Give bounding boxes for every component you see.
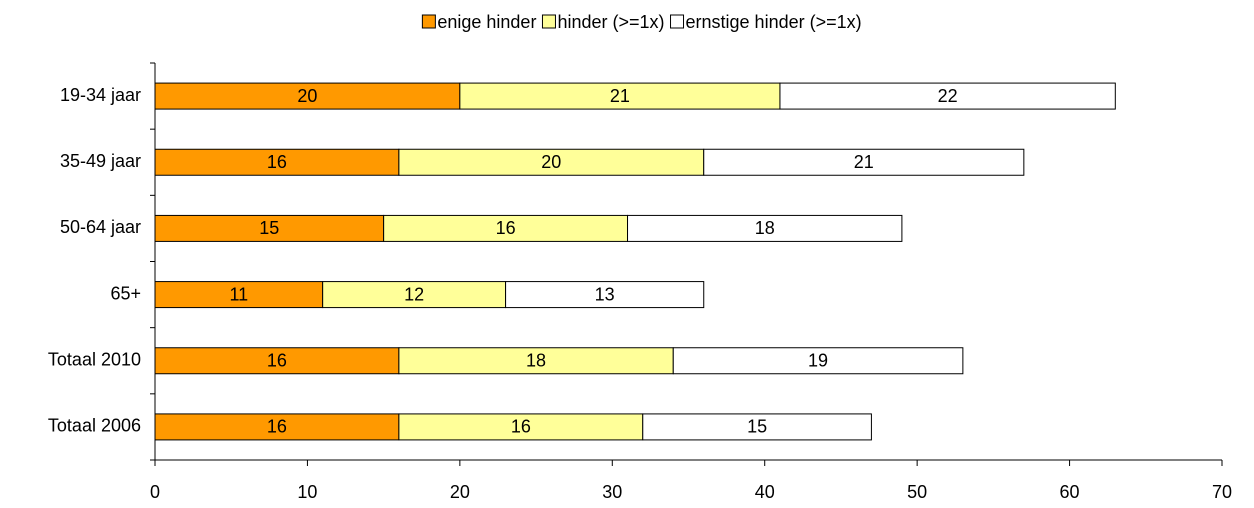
- legend-swatch: [541, 14, 556, 29]
- data-label: 15: [747, 417, 767, 437]
- y-tick-label: 65+: [110, 283, 141, 303]
- bar-segment: [779, 82, 1116, 110]
- bar-segment: [322, 281, 507, 309]
- bar-segment: [154, 413, 400, 441]
- y-tick-label: 35-49 jaar: [60, 151, 141, 171]
- data-label: 16: [267, 152, 287, 172]
- bar-segment: [672, 347, 964, 375]
- x-tick-label: 10: [297, 482, 317, 502]
- bar-segment: [703, 148, 1025, 176]
- data-label: 20: [297, 86, 317, 106]
- bar-segment: [154, 82, 461, 110]
- data-label: 18: [755, 218, 775, 238]
- data-label: 11: [229, 284, 248, 304]
- legend-label: enige hinder: [437, 12, 536, 32]
- bar-segment: [154, 281, 324, 309]
- data-label: 20: [541, 152, 561, 172]
- data-label: 21: [610, 86, 630, 106]
- legend-label: hinder (>=1x): [557, 12, 664, 32]
- data-label: 15: [259, 218, 279, 238]
- y-tick-label: Totaal 2010: [48, 350, 141, 370]
- x-tick-label: 40: [755, 482, 775, 502]
- data-label: 12: [404, 284, 424, 304]
- x-tick-label: 70: [1212, 482, 1232, 502]
- x-tick-label: 60: [1060, 482, 1080, 502]
- y-tick-label: Totaal 2006: [48, 416, 141, 436]
- y-tick-label: 50-64 jaar: [60, 217, 141, 237]
- legend-swatch: [670, 14, 685, 29]
- data-label: 16: [267, 417, 287, 437]
- bar-segment: [154, 214, 385, 242]
- x-tick-label: 20: [450, 482, 470, 502]
- data-label: 21: [854, 152, 874, 172]
- x-tick-label: 30: [602, 482, 622, 502]
- data-label: 18: [526, 351, 546, 371]
- data-label: 16: [267, 351, 287, 371]
- x-tick-label: 50: [907, 482, 927, 502]
- bar-segment: [642, 413, 872, 441]
- data-label: 13: [595, 284, 615, 304]
- bar-segment: [383, 214, 629, 242]
- data-label: 22: [938, 86, 958, 106]
- legend-label: ernstige hinder (>=1x): [686, 12, 862, 32]
- legend-swatch: [421, 14, 436, 29]
- bar-segment: [505, 281, 705, 309]
- data-label: 16: [511, 417, 531, 437]
- y-tick-label: 19-34 jaar: [60, 85, 141, 105]
- bar-segment: [398, 413, 644, 441]
- data-label: 16: [496, 218, 516, 238]
- bar-segment: [627, 214, 903, 242]
- x-tick-label: 0: [150, 482, 160, 502]
- data-label: 19: [808, 351, 828, 371]
